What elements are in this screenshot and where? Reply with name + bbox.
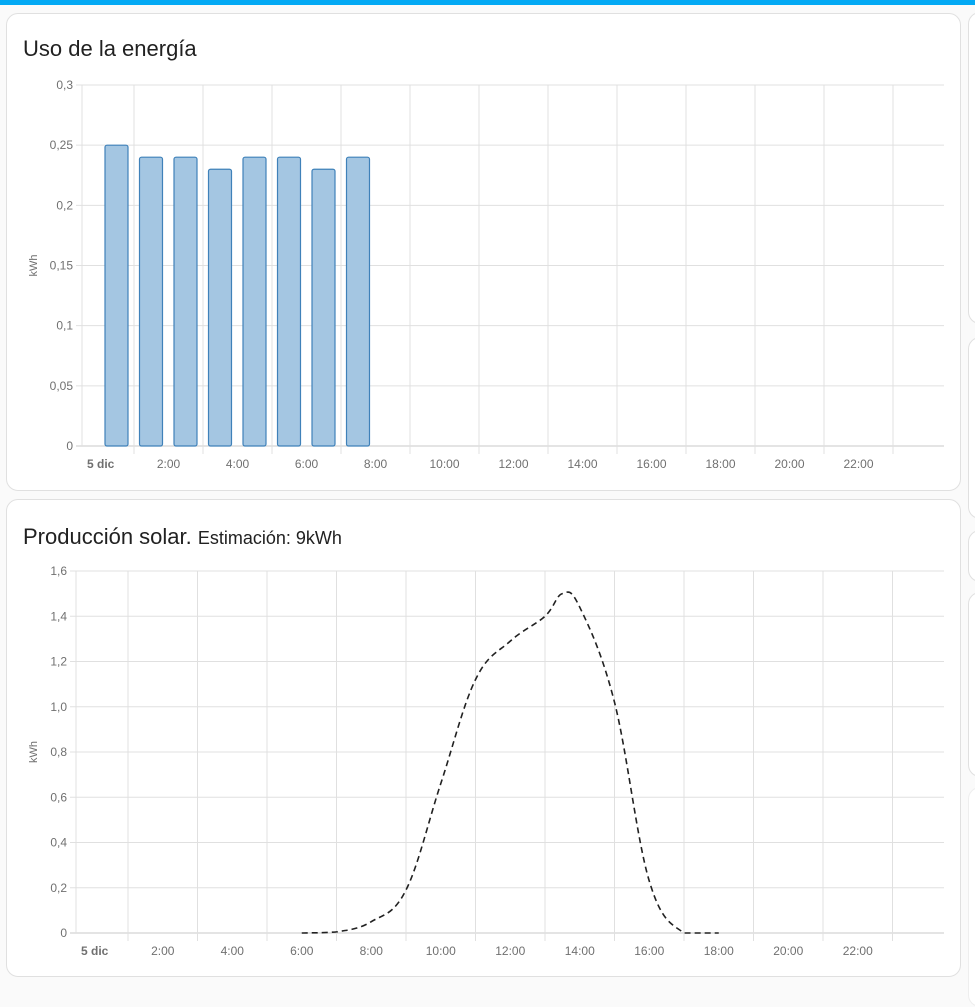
energy-bar[interactable] — [138, 156, 164, 447]
x-tick-label: 2:00 — [151, 944, 175, 958]
y-tick-label: 1,4 — [50, 609, 67, 623]
y-tick-label: 0,1 — [56, 319, 73, 333]
top-accent-bar — [0, 0, 975, 5]
x-tick-label: 10:00 — [426, 944, 456, 958]
x-tick-label: 6:00 — [290, 944, 314, 958]
energy-card-title: Uso de la energía — [23, 36, 197, 62]
energy-title-text: Uso de la energía — [23, 36, 197, 61]
energy-usage-card: Uso de la energía 0 0,05 0,1 0,15 0,2 0,25 0,3… — [6, 13, 961, 491]
side-card-1 — [968, 12, 975, 324]
x-tick-label: 8:00 — [360, 944, 384, 958]
x-tick-label: 12:00 — [495, 944, 525, 958]
y-tick-label: 1,2 — [50, 655, 67, 669]
y-tick-label: 0,8 — [50, 745, 67, 759]
solar-card-title: Producción solar. Estimación: 9kWh — [23, 524, 342, 550]
x-tick-label: 20:00 — [774, 457, 804, 471]
side-card-3 — [968, 530, 975, 582]
x-tick-label: 5 dic — [87, 457, 115, 471]
y-tick-label: 0,2 — [56, 198, 73, 212]
x-tick-label: 10:00 — [429, 457, 459, 471]
y-tick-label: 1,0 — [50, 700, 67, 714]
side-card-2 — [968, 337, 975, 519]
y-tick-label: 0,15 — [50, 259, 74, 273]
energy-bar[interactable] — [104, 144, 129, 447]
y-tick-label: 0,3 — [56, 78, 73, 92]
energy-bar[interactable] — [173, 156, 198, 447]
energy-bar[interactable] — [276, 156, 302, 447]
energy-bar[interactable] — [207, 168, 233, 447]
y-tick-label: 1,6 — [50, 564, 67, 578]
y-tick-label: 0,05 — [50, 379, 74, 393]
x-tick-label: 4:00 — [221, 944, 245, 958]
solar-forecast-line[interactable] — [301, 591, 719, 934]
x-tick-label: 6:00 — [295, 457, 319, 471]
x-tick-label: 4:00 — [226, 457, 250, 471]
x-tick-label: 14:00 — [567, 457, 597, 471]
y-tick-label: 0 — [66, 439, 73, 453]
side-card-5 — [968, 787, 975, 1007]
energy-bar[interactable] — [311, 168, 336, 447]
x-tick-label: 18:00 — [704, 944, 734, 958]
y-tick-label: 0,4 — [50, 836, 67, 850]
x-tick-label: 22:00 — [843, 944, 873, 958]
y-axis-label: kWh — [28, 741, 40, 763]
side-card-4 — [968, 592, 975, 777]
x-tick-label: 16:00 — [636, 457, 666, 471]
y-axis-label: kWh — [28, 255, 40, 277]
x-tick-label: 2:00 — [157, 457, 181, 471]
energy-bar[interactable] — [345, 156, 371, 447]
x-tick-label: 14:00 — [565, 944, 595, 958]
solar-estimate-text: Estimación: 9kWh — [197, 528, 342, 548]
x-tick-label: 22:00 — [843, 457, 873, 471]
y-tick-label: 0,6 — [50, 790, 67, 804]
x-tick-label: 5 dic — [81, 944, 109, 958]
x-tick-label: 16:00 — [634, 944, 664, 958]
energy-bar-chart[interactable]: 0 0,05 0,1 0,15 0,2 0,25 0,3 5 dic 2:00 4:00 6:00 8… — [7, 14, 962, 492]
solar-title-text: Producción solar. — [23, 524, 192, 549]
y-tick-label: 0 — [60, 926, 67, 940]
x-tick-label: 8:00 — [364, 457, 388, 471]
y-tick-label: 0,25 — [50, 138, 74, 152]
energy-bar[interactable] — [242, 156, 267, 447]
x-tick-label: 18:00 — [705, 457, 735, 471]
solar-line-chart[interactable]: 0 0,2 0,4 0,6 0,8 1,0 1,2 1,4 1,6 5 dic 2:00 4:00 6:… — [7, 500, 962, 978]
x-tick-label: 20:00 — [773, 944, 803, 958]
x-tick-label: 12:00 — [498, 457, 528, 471]
y-tick-label: 0,2 — [50, 881, 67, 895]
solar-production-card: Producción solar. Estimación: 9kWh 0 0,2 0… — [6, 499, 961, 977]
